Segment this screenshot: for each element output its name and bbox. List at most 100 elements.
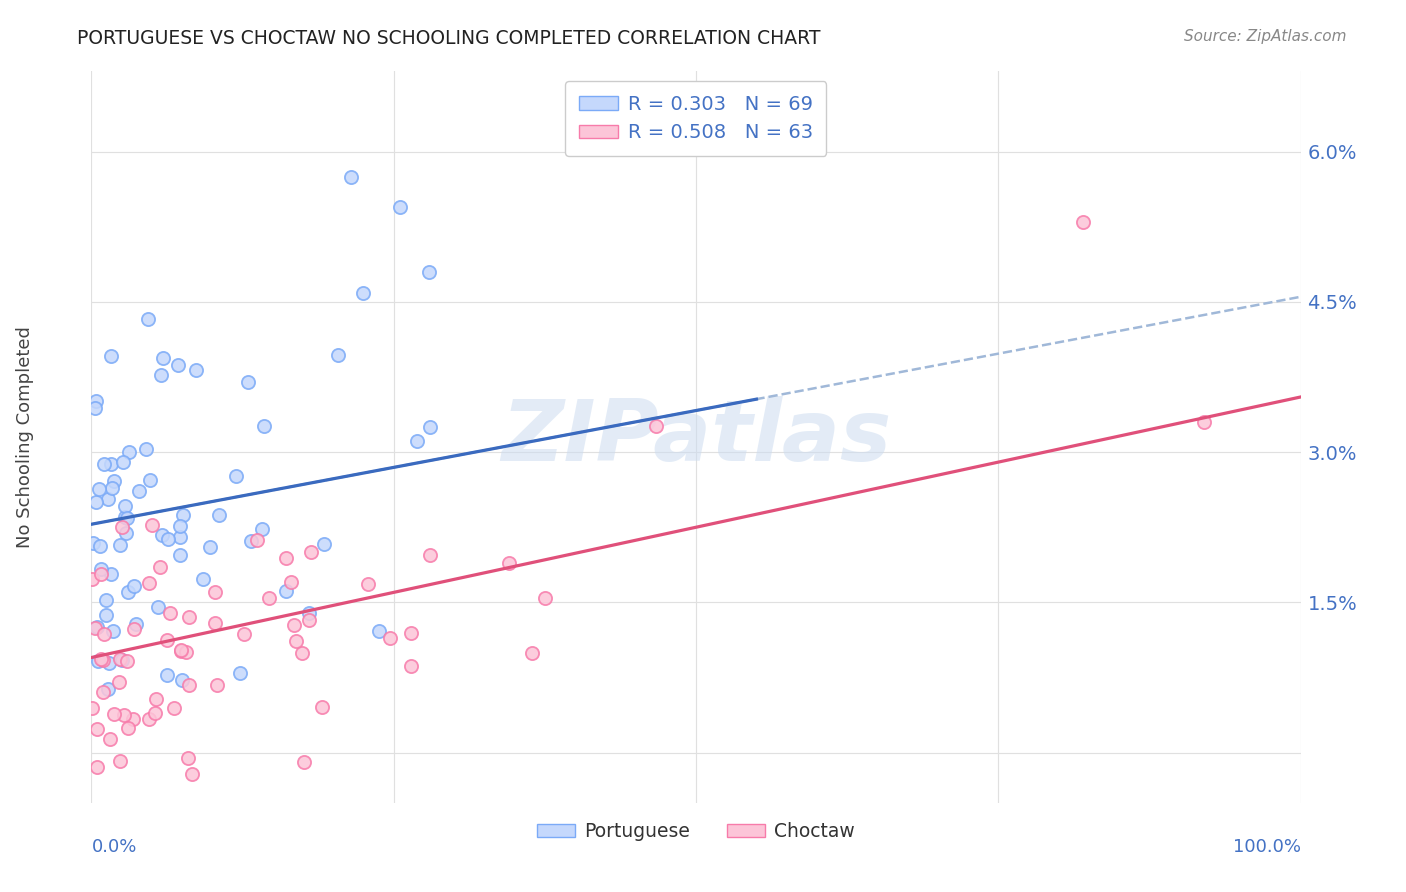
Text: PORTUGUESE VS CHOCTAW NO SCHOOLING COMPLETED CORRELATION CHART: PORTUGUESE VS CHOCTAW NO SCHOOLING COMPL… bbox=[77, 29, 821, 48]
Point bbox=[179, 678, 201, 692]
Point bbox=[112, 707, 135, 722]
Point bbox=[90, 562, 112, 576]
Point bbox=[117, 721, 139, 735]
Point bbox=[117, 585, 139, 599]
Point bbox=[170, 643, 193, 657]
Point bbox=[292, 755, 315, 769]
Point bbox=[204, 584, 226, 599]
Point bbox=[82, 701, 104, 715]
Point bbox=[152, 527, 174, 541]
Point bbox=[418, 265, 440, 279]
Point bbox=[97, 491, 120, 506]
Point bbox=[167, 359, 190, 373]
Text: 100.0%: 100.0% bbox=[1233, 838, 1301, 855]
Point bbox=[149, 559, 172, 574]
Point bbox=[257, 591, 280, 605]
Point bbox=[93, 685, 115, 699]
Point bbox=[146, 599, 169, 614]
Point bbox=[91, 653, 114, 667]
Point bbox=[170, 644, 193, 658]
Point bbox=[169, 519, 191, 533]
Point bbox=[82, 536, 104, 550]
Point bbox=[1071, 214, 1094, 228]
Point bbox=[291, 646, 314, 660]
Point bbox=[122, 622, 145, 636]
Point bbox=[138, 575, 160, 590]
Point bbox=[174, 645, 197, 659]
Point bbox=[84, 393, 107, 408]
Point bbox=[122, 579, 145, 593]
Point bbox=[229, 666, 252, 681]
Text: ZIPatlas: ZIPatlas bbox=[501, 395, 891, 479]
Point bbox=[83, 401, 105, 415]
Point bbox=[298, 613, 321, 627]
Point bbox=[200, 540, 222, 554]
Point bbox=[156, 632, 179, 647]
Point bbox=[253, 419, 276, 434]
Point bbox=[236, 375, 259, 389]
Point bbox=[232, 627, 254, 641]
Point bbox=[1192, 415, 1215, 429]
Point bbox=[82, 572, 104, 586]
Point bbox=[172, 508, 194, 523]
Point bbox=[406, 434, 429, 449]
Point bbox=[111, 652, 134, 666]
Point bbox=[94, 593, 117, 607]
Point bbox=[312, 537, 335, 551]
Point bbox=[357, 577, 380, 591]
Point bbox=[87, 654, 110, 668]
Point bbox=[90, 651, 112, 665]
Point bbox=[419, 419, 441, 434]
Point bbox=[110, 538, 132, 552]
Point bbox=[98, 657, 121, 671]
Point bbox=[163, 701, 186, 715]
Point bbox=[100, 457, 122, 471]
Point bbox=[101, 624, 124, 639]
Point bbox=[399, 626, 422, 640]
Text: No Schooling Completed: No Schooling Completed bbox=[15, 326, 34, 548]
Point bbox=[112, 455, 135, 469]
Point bbox=[298, 607, 321, 621]
Point bbox=[136, 311, 159, 326]
Point bbox=[274, 584, 297, 599]
Point bbox=[110, 755, 132, 769]
Point bbox=[208, 508, 231, 523]
Legend: Portuguese, Choctaw: Portuguese, Choctaw bbox=[530, 814, 862, 848]
Point bbox=[299, 545, 322, 559]
Point bbox=[124, 617, 146, 632]
Point bbox=[145, 692, 167, 706]
Point bbox=[115, 526, 138, 541]
Point bbox=[204, 616, 226, 631]
Point bbox=[156, 532, 179, 546]
Point bbox=[352, 285, 374, 300]
Point bbox=[177, 610, 200, 624]
Point bbox=[388, 200, 411, 214]
Point bbox=[498, 556, 520, 570]
Point bbox=[169, 530, 191, 544]
Point bbox=[108, 652, 131, 666]
Point bbox=[94, 607, 117, 622]
Point bbox=[138, 712, 160, 726]
Text: Source: ZipAtlas.com: Source: ZipAtlas.com bbox=[1184, 29, 1347, 45]
Point bbox=[115, 510, 138, 524]
Point bbox=[84, 495, 107, 509]
Point bbox=[143, 706, 166, 721]
Point bbox=[139, 473, 162, 487]
Point bbox=[156, 668, 179, 682]
Point bbox=[533, 591, 555, 605]
Point bbox=[90, 567, 112, 582]
Point bbox=[191, 572, 214, 586]
Point bbox=[205, 678, 228, 692]
Point bbox=[181, 767, 204, 781]
Point bbox=[225, 469, 247, 483]
Point bbox=[128, 484, 150, 499]
Point bbox=[340, 169, 363, 184]
Point bbox=[103, 707, 125, 722]
Point bbox=[240, 533, 263, 548]
Point bbox=[378, 631, 401, 645]
Point bbox=[87, 482, 110, 496]
Point bbox=[86, 760, 108, 774]
Point bbox=[326, 348, 349, 362]
Point bbox=[186, 362, 208, 376]
Point bbox=[177, 751, 200, 765]
